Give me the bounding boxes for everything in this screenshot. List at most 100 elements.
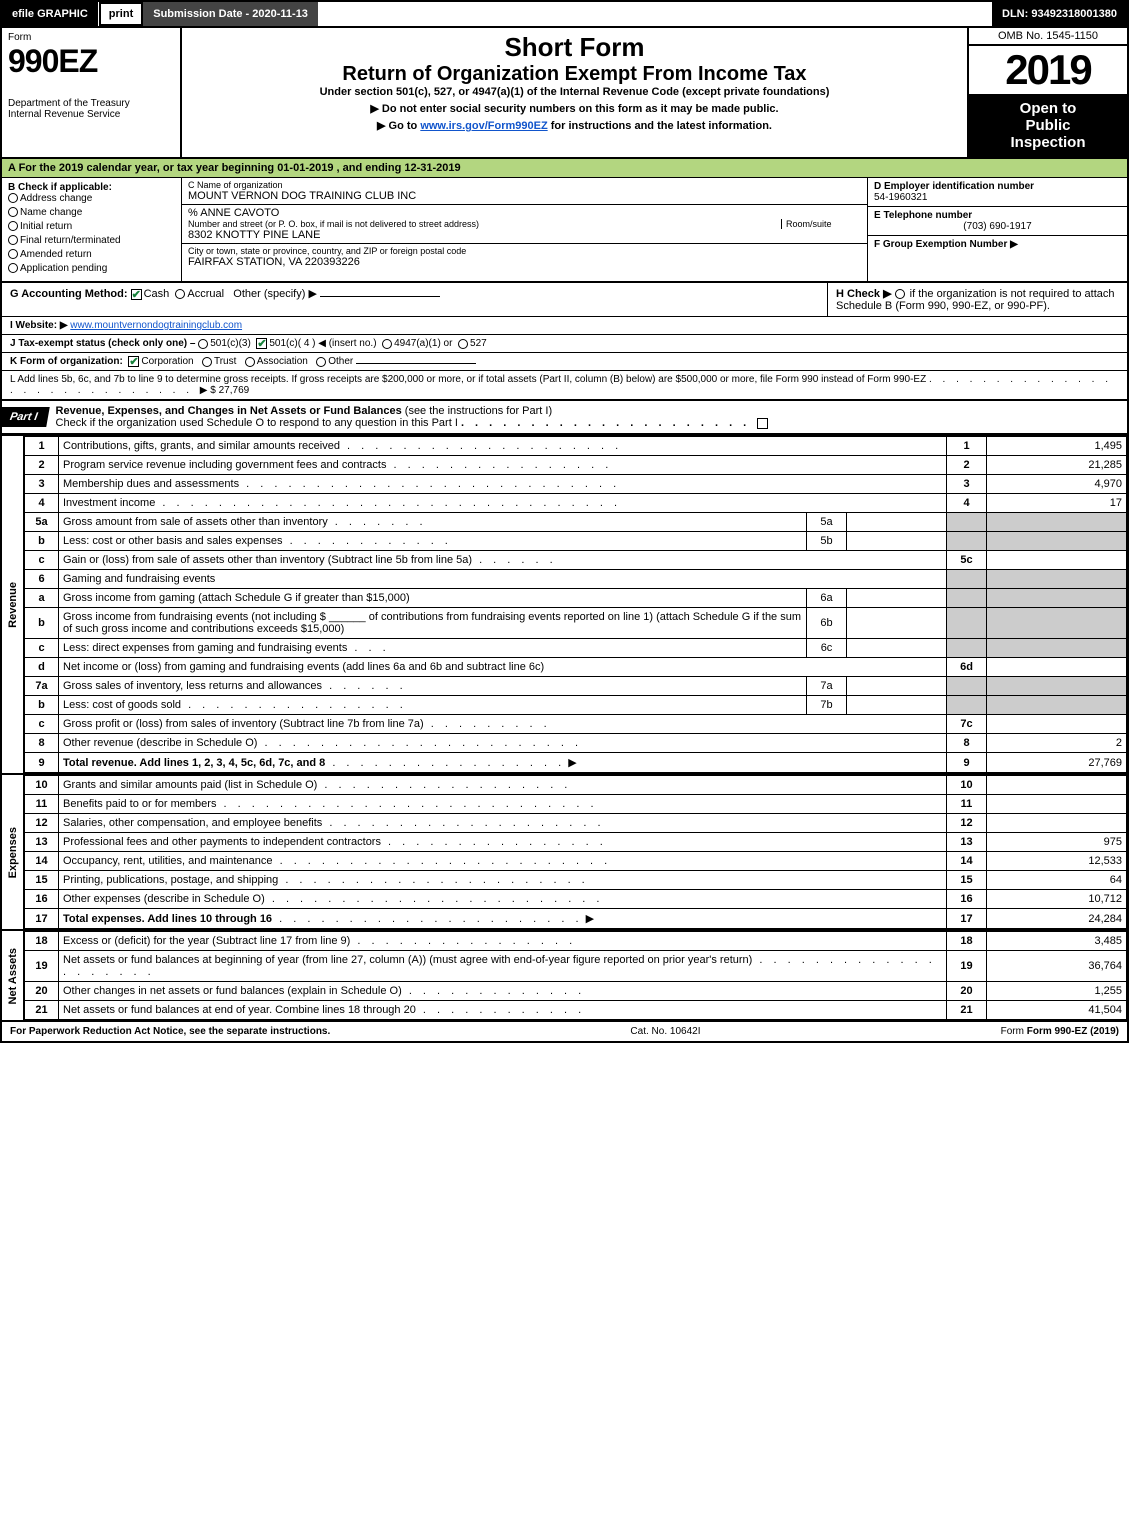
irs-link[interactable]: www.irs.gov/Form990EZ	[420, 120, 547, 132]
open-line-3: Inspection	[973, 134, 1123, 151]
g-other-input[interactable]	[320, 296, 440, 297]
line-7b-val[interactable]	[847, 696, 947, 715]
line-6d-amt	[987, 658, 1127, 677]
check-501c[interactable]	[256, 338, 267, 349]
footer-form-ref: Form 990-EZ (2019)	[1027, 1026, 1119, 1037]
return-title: Return of Organization Exempt From Incom…	[190, 63, 959, 86]
street-address: 8302 KNOTTY PINE LANE	[188, 229, 861, 241]
instruction-ssn: ▶ Do not enter social security numbers o…	[190, 102, 959, 115]
line-5b-val[interactable]	[847, 532, 947, 551]
line-7a-sub: 7a	[807, 677, 847, 696]
line-17-code: 17	[947, 909, 987, 929]
j-opt-501c: 501(c)( 4 ) ◀ (insert no.)	[269, 338, 376, 349]
line-21-amt: 41,504	[987, 1001, 1127, 1020]
j-opt-4947: 4947(a)(1) or	[394, 338, 452, 349]
check-501c3[interactable]	[198, 339, 208, 349]
line-20-amt: 1,255	[987, 982, 1127, 1001]
line-12-amt	[987, 814, 1127, 833]
footer-cat-no: Cat. No. 10642I	[630, 1026, 700, 1037]
line-6c-val[interactable]	[847, 639, 947, 658]
check-final-return[interactable]	[8, 235, 18, 245]
check-application-pending[interactable]	[8, 263, 18, 273]
j-opt-501c3: 501(c)(3)	[210, 338, 251, 349]
efile-graphic-button[interactable]: efile GRAPHIC	[2, 2, 99, 26]
check-h-schedule-b[interactable]	[895, 289, 905, 299]
line-2-code: 2	[947, 456, 987, 475]
part-1-label: Part I	[0, 407, 49, 427]
check-trust[interactable]	[202, 357, 212, 367]
section-b-checks: B Check if applicable: Address change Na…	[2, 178, 182, 281]
line-6a-val[interactable]	[847, 589, 947, 608]
dln-label: DLN: 93492318001380	[992, 2, 1127, 26]
line-5a-desc: Gross amount from sale of assets other t…	[63, 516, 328, 528]
page-footer: For Paperwork Reduction Act Notice, see …	[2, 1022, 1127, 1041]
check-amended-return[interactable]	[8, 249, 18, 259]
line-7b-sub: 7b	[807, 696, 847, 715]
check-address-change[interactable]	[8, 193, 18, 203]
expenses-side-label: Expenses	[2, 775, 24, 929]
l-amount: ▶ $ 27,769	[200, 385, 249, 396]
line-18-code: 18	[947, 932, 987, 951]
top-toolbar: efile GRAPHIC print Submission Date - 20…	[2, 2, 1127, 28]
line-6b-val[interactable]	[847, 608, 947, 639]
line-5b-desc: Less: cost or other basis and sales expe…	[63, 535, 283, 547]
check-association[interactable]	[245, 357, 255, 367]
form-label: Form	[8, 32, 174, 43]
check-label-amended: Amended return	[20, 249, 92, 260]
part-1-check-line: Check if the organization used Schedule …	[56, 417, 458, 429]
row-i-website: I Website: ▶ www.mountvernondogtrainingc…	[2, 317, 1127, 335]
section-c-address: C Name of organization MOUNT VERNON DOG …	[182, 178, 867, 281]
line-19-code: 19	[947, 951, 987, 982]
instr-goto-pre: ▶ Go to	[377, 120, 420, 132]
row-j-status: J Tax-exempt status (check only one) – 5…	[2, 335, 1127, 353]
line-6a-desc: Gross income from gaming (attach Schedul…	[63, 592, 410, 604]
line-8-code: 8	[947, 734, 987, 753]
line-21-desc: Net assets or fund balances at end of ye…	[63, 1004, 416, 1016]
section-def: D Employer identification number 54-1960…	[867, 178, 1127, 281]
line-5a-sub: 5a	[807, 513, 847, 532]
line-9-code: 9	[947, 753, 987, 773]
line-19-amt: 36,764	[987, 951, 1127, 982]
entity-info-grid: B Check if applicable: Address change Na…	[2, 178, 1127, 283]
check-name-change[interactable]	[8, 207, 18, 217]
check-4947[interactable]	[382, 339, 392, 349]
row-g-h: G Accounting Method: Cash Accrual Other …	[2, 283, 1127, 317]
check-corporation[interactable]	[128, 356, 139, 367]
line-4-amt: 17	[987, 494, 1127, 513]
irs-label: Internal Revenue Service	[8, 109, 174, 120]
c-label: C Name of organization	[188, 180, 861, 190]
k-opt-corp: Corporation	[141, 356, 193, 367]
line-11-amt	[987, 795, 1127, 814]
line-8-amt: 2	[987, 734, 1127, 753]
line-7a-val[interactable]	[847, 677, 947, 696]
line-3-amt: 4,970	[987, 475, 1127, 494]
website-link[interactable]: www.mountvernondogtrainingclub.com	[70, 320, 242, 331]
print-button[interactable]: print	[99, 2, 143, 26]
addr-label: Number and street (or P. O. box, if mail…	[188, 219, 781, 229]
line-13-code: 13	[947, 833, 987, 852]
l-text: L Add lines 5b, 6c, and 7b to line 9 to …	[10, 374, 926, 385]
line-15-amt: 64	[987, 871, 1127, 890]
dept-label: Department of the Treasury	[8, 98, 174, 109]
line-6-desc: Gaming and fundraising events	[59, 570, 947, 589]
instruction-goto: ▶ Go to www.irs.gov/Form990EZ for instru…	[190, 119, 959, 132]
check-other-org[interactable]	[316, 357, 326, 367]
phone-value: (703) 690-1917	[874, 221, 1121, 232]
part-1-sub: (see the instructions for Part I)	[405, 405, 552, 417]
h-label: H Check ▶	[836, 288, 892, 300]
check-accrual[interactable]	[175, 289, 185, 299]
check-initial-return[interactable]	[8, 221, 18, 231]
line-1-desc: Contributions, gifts, grants, and simila…	[63, 440, 340, 452]
line-16-code: 16	[947, 890, 987, 909]
form-header: Form 990EZ Department of the Treasury In…	[2, 28, 1127, 159]
check-label-name: Name change	[20, 207, 82, 218]
b-label: B Check if applicable:	[8, 182, 175, 193]
part-1-header: Part I Revenue, Expenses, and Changes in…	[2, 401, 1127, 434]
check-527[interactable]	[458, 339, 468, 349]
k-other-input[interactable]	[356, 363, 476, 364]
check-schedule-o-part1[interactable]	[757, 418, 768, 429]
line-8-desc: Other revenue (describe in Schedule O)	[63, 737, 257, 749]
check-cash[interactable]	[131, 289, 142, 300]
line-5a-val[interactable]	[847, 513, 947, 532]
line-7c-code: 7c	[947, 715, 987, 734]
